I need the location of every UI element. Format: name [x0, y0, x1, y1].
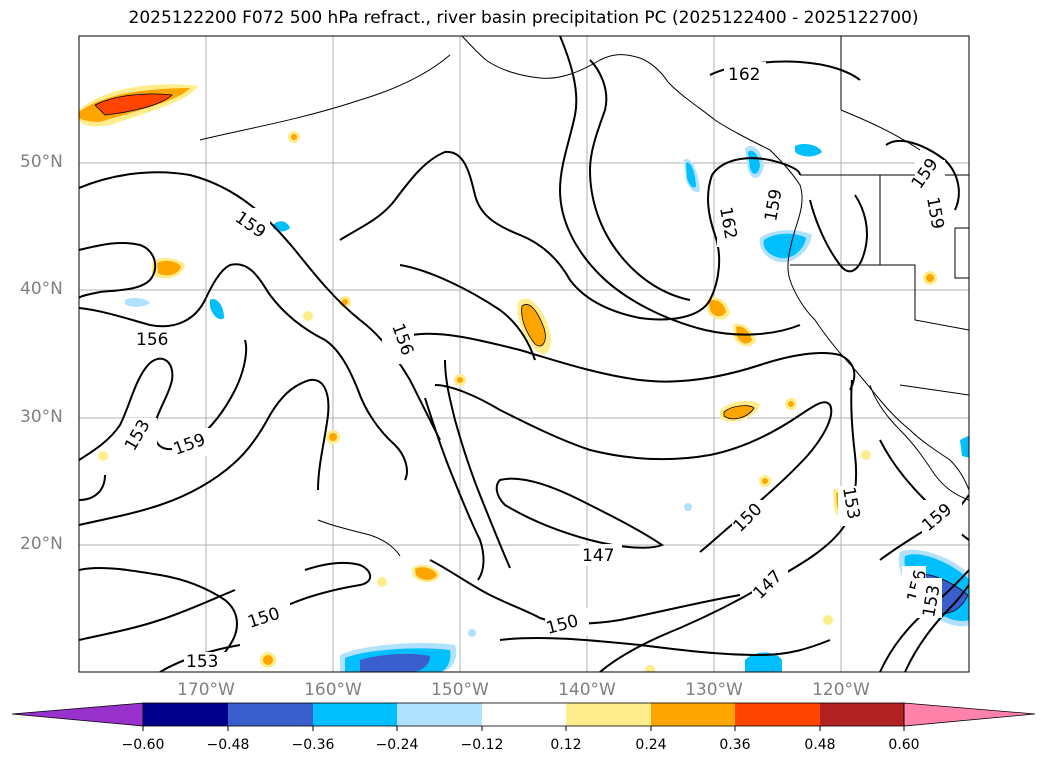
- colorbar-extend-low: [11, 702, 144, 727]
- lon-label: 140°W: [558, 680, 616, 700]
- colorbar-tick-label: 0.48: [804, 737, 836, 753]
- lon-label: 170°W: [177, 680, 235, 700]
- lon-label: 130°W: [685, 680, 743, 700]
- lon-label: 120°W: [812, 680, 870, 700]
- contour-labels: 162 162 159 159 159 159 159 159 156 156 …: [121, 62, 962, 672]
- colorbar-tick-label: 0.36: [719, 737, 751, 753]
- colorbar-swatch: [397, 703, 482, 726]
- contour-label: 156: [136, 330, 168, 350]
- lat-label: 20°N: [20, 534, 63, 554]
- contour-label: 147: [582, 546, 614, 566]
- lon-label: 150°W: [431, 680, 489, 700]
- plot-area: [79, 36, 969, 672]
- colorbar-tick-label: −0.24: [375, 737, 419, 753]
- colorbar-swatch: [566, 703, 651, 726]
- colorbar: [11, 702, 1036, 731]
- contour-label: 162: [728, 65, 760, 85]
- colorbar-swatch: [313, 703, 397, 726]
- colorbar-extend-high: [903, 702, 1036, 727]
- colorbar-tick-label: −0.12: [460, 737, 504, 753]
- coastlines: [199, 36, 969, 557]
- colorbar-tick-label: −0.36: [291, 737, 335, 753]
- colorbar-tick-label: −0.48: [206, 737, 250, 753]
- lat-label: 40°N: [20, 279, 63, 299]
- colorbar-swatch: [735, 703, 820, 726]
- colorbar-tick-label: 0.24: [635, 737, 667, 753]
- colorbar-swatch: [143, 703, 228, 726]
- map-title: 2025122200 F072 500 hPa refract., river …: [128, 8, 919, 28]
- lat-label: 30°N: [20, 407, 63, 427]
- colorbar-swatch: [482, 703, 566, 726]
- plot-frame: [78, 35, 970, 673]
- lat-label: 50°N: [20, 152, 63, 172]
- lon-label: 160°W: [304, 680, 362, 700]
- colorbar-swatch: [228, 703, 313, 726]
- colorbar-swatch: [820, 703, 904, 726]
- contour-label: 153: [186, 652, 218, 672]
- colorbar-tick-label: 0.60: [888, 737, 920, 753]
- colorbar-tick-label: −0.60: [121, 737, 165, 753]
- colorbar-tick-label: 0.12: [550, 737, 582, 753]
- colorbar-swatch: [651, 703, 735, 726]
